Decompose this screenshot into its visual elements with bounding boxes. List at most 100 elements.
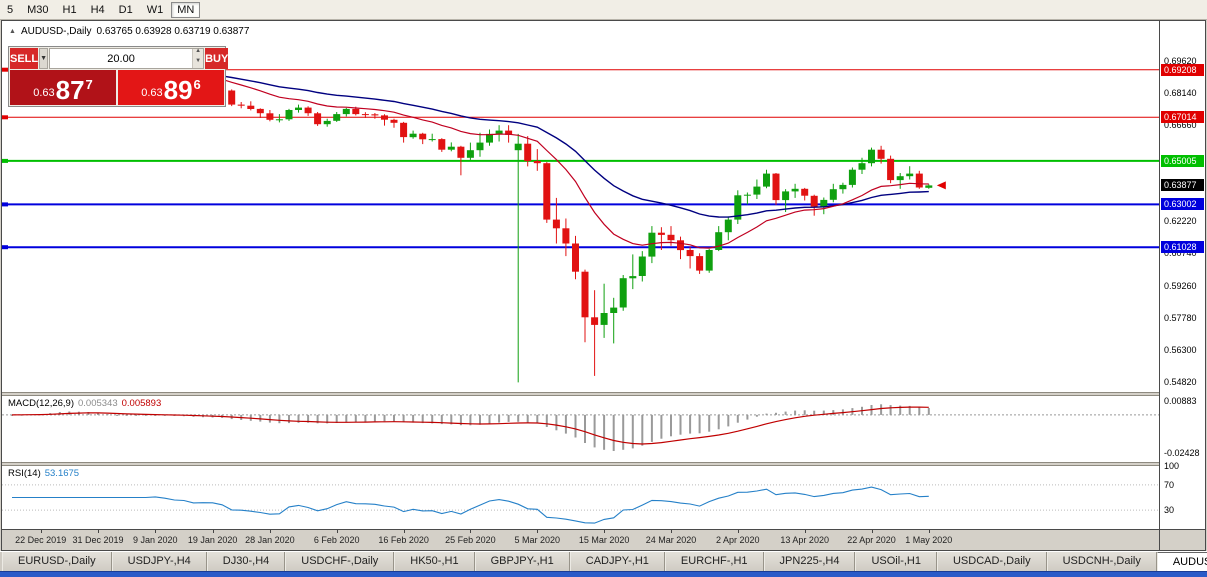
timeframe-button-W1[interactable]: W1 <box>146 3 164 16</box>
macd-signal-value: 0.005893 <box>121 398 162 409</box>
sell-price-main: 87 <box>55 75 85 105</box>
symbol-tab-EURUSD-Daily[interactable]: EURUSD-,Daily <box>2 552 112 571</box>
level-left-marker-icon <box>2 67 8 72</box>
chart-tab-bar: EURUSD-,Daily USDJPY-,H4 DJ30-,H4 USDCHF-,D… <box>0 551 1207 571</box>
date-tick-mark <box>269 530 271 533</box>
chart-symbol-icon: ▲ <box>9 28 16 35</box>
macd-axis-label: 0.00883 <box>1164 395 1197 406</box>
buy-price-main: 89 <box>163 75 193 105</box>
sell-button[interactable]: SELL <box>10 48 39 69</box>
buy-button[interactable]: BUY <box>205 48 229 69</box>
chart-title: ▲ AUDUSD-,Daily 0.63765 0.63928 0.63719 … <box>9 26 249 37</box>
macd-axis-label: -0.02428 <box>1164 448 1200 458</box>
taskbar-strip <box>0 571 1207 577</box>
sell-price-box[interactable]: 0.63 87 7 <box>10 70 116 105</box>
date-tick-mark <box>604 530 606 533</box>
volume-dropdown-button[interactable]: ▼ <box>39 48 49 69</box>
date-axis-label: 1 May 2020 <box>905 535 953 545</box>
price-axis-tick: 0.62220 <box>1164 216 1197 227</box>
date-tick-mark <box>671 530 672 533</box>
symbol-tab-EURCHF-H1[interactable]: EURCHF-,H1 <box>664 552 764 571</box>
date-tick-mark <box>40 530 42 533</box>
date-axis-label: 22 Apr 2020 <box>847 535 896 545</box>
symbol-tab-DJ30-H4[interactable]: DJ30-,H4 <box>206 552 286 571</box>
date-tick-mark <box>212 530 214 533</box>
date-tick-mark <box>737 530 739 533</box>
buy-price-sup: 6 <box>193 77 201 92</box>
pane-separator[interactable] <box>2 392 1205 396</box>
symbol-tab-USDCAD-Daily[interactable]: USDCAD-,Daily <box>936 552 1047 571</box>
date-axis-label: 19 Jan 2020 <box>187 535 238 545</box>
date-tick-mark <box>470 530 472 533</box>
price-axis-corner <box>1160 529 1205 550</box>
price-axis-tick: 0.69620 <box>1164 55 1197 66</box>
symbol-tab-JPN225-H4[interactable]: JPN225-,H4 <box>763 552 856 571</box>
level-price-badge: 0.67014 <box>1161 111 1204 124</box>
sell-price-sup: 7 <box>85 77 93 92</box>
date-tick-mark <box>804 530 806 533</box>
symbol-tab-USOil-H1[interactable]: USOil-,H1 <box>855 552 937 571</box>
level-left-marker-icon <box>2 115 8 120</box>
volume-increase-button[interactable]: ▲ <box>193 48 204 59</box>
price-axis: 0.69620 0.68140 0.66660 0.62220 0.60740 0.592… <box>1159 21 1205 550</box>
date-tick-mark <box>871 530 873 533</box>
chart-symbol-label: AUDUSD-,Daily <box>20 26 92 37</box>
price-axis-tick: 0.54820 <box>1164 377 1197 387</box>
timeframe-button-H4[interactable]: H4 <box>90 3 105 16</box>
date-axis-label: 28 Jan 2020 <box>245 535 295 545</box>
date-axis: 22 Dec 2019 31 Dec 2019 9 Jan 2020 19 Jan 2… <box>2 529 1159 550</box>
chevron-down-icon: ▼ <box>40 55 48 62</box>
volume-field: ▲ ▼ <box>49 48 205 69</box>
date-axis-label: 2 Apr 2020 <box>716 535 760 545</box>
date-tick-mark <box>928 530 930 533</box>
volume-input[interactable] <box>50 49 193 68</box>
timeframe-button-H1[interactable]: H1 <box>62 3 77 16</box>
date-tick-mark <box>403 530 405 533</box>
level-price-badge: 0.69208 <box>1161 63 1204 76</box>
date-axis-label: 6 Feb 2020 <box>313 535 360 545</box>
date-axis-label: 25 Feb 2020 <box>445 535 496 545</box>
price-axis-tick: 0.60740 <box>1164 248 1197 259</box>
symbol-tab-USDCHF-Daily[interactable]: USDCHF-,Daily <box>285 552 395 571</box>
timeframe-button-D1[interactable]: D1 <box>118 3 133 16</box>
timeframe-button-M30[interactable]: M30 <box>27 3 49 16</box>
date-tick-mark <box>155 530 157 533</box>
timeframe-toolbar: 5 M30 H1 H4 D1 W1 MN <box>0 0 1207 20</box>
macd-name: MACD(12,26,9) <box>8 398 74 409</box>
date-axis-label: 15 Mar 2020 <box>578 535 630 545</box>
level-left-marker-icon <box>2 245 8 250</box>
symbol-tab-CADJPY-H1[interactable]: CADJPY-,H1 <box>569 552 665 571</box>
symbol-tab-AUDUS[interactable]: AUDUS <box>1156 552 1207 571</box>
level-price-badge: 0.65005 <box>1161 154 1204 167</box>
volume-decrease-button[interactable]: ▼ <box>193 58 204 68</box>
volume-spinner: ▲ ▼ <box>192 48 204 68</box>
symbol-tab-USDJPY-H4[interactable]: USDJPY-,H4 <box>111 552 207 571</box>
date-axis-label: 13 Apr 2020 <box>780 535 829 545</box>
date-tick-mark <box>98 530 99 533</box>
buy-price-prefix: 0.63 <box>141 87 163 99</box>
symbol-tab-USDCNH-Daily[interactable]: USDCNH-,Daily <box>1046 552 1157 571</box>
level-price-badge: 0.61028 <box>1161 241 1204 254</box>
rsi-name: RSI(14) <box>8 468 41 479</box>
date-axis-label: 16 Feb 2020 <box>378 535 429 545</box>
rsi-label: RSI(14) 53.1675 <box>8 468 79 479</box>
symbol-tab-HK50-H1[interactable]: HK50-,H1 <box>394 552 475 571</box>
chart-window: 22 Dec 2019 31 Dec 2019 9 Jan 2020 19 Jan 2… <box>1 20 1206 551</box>
rsi-axis-label: 100 <box>1164 461 1180 471</box>
pane-separator[interactable] <box>2 462 1205 466</box>
symbol-tab-GBPJPY-H1[interactable]: GBPJPY-,H1 <box>474 552 570 571</box>
rsi-value: 53.1675 <box>44 468 80 479</box>
bid-price-badge: 0.63877 <box>1161 179 1204 192</box>
timeframe-button-MN[interactable]: MN <box>171 1 201 18</box>
level-left-marker-icon <box>2 202 8 207</box>
date-axis-label: 24 Mar 2020 <box>645 535 697 545</box>
date-axis-label: 22 Dec 2019 <box>15 535 67 545</box>
chart-background <box>2 21 1159 550</box>
date-axis-label: 9 Jan 2020 <box>133 535 178 545</box>
bid-arrow-icon <box>936 181 946 190</box>
buy-price-box[interactable]: 0.63 89 6 <box>118 70 224 105</box>
timeframe-button-5[interactable]: 5 <box>7 3 14 16</box>
price-axis-tick: 0.66660 <box>1164 119 1197 130</box>
date-axis-label: 5 Mar 2020 <box>514 535 561 545</box>
level-price-badge: 0.63002 <box>1161 198 1204 211</box>
